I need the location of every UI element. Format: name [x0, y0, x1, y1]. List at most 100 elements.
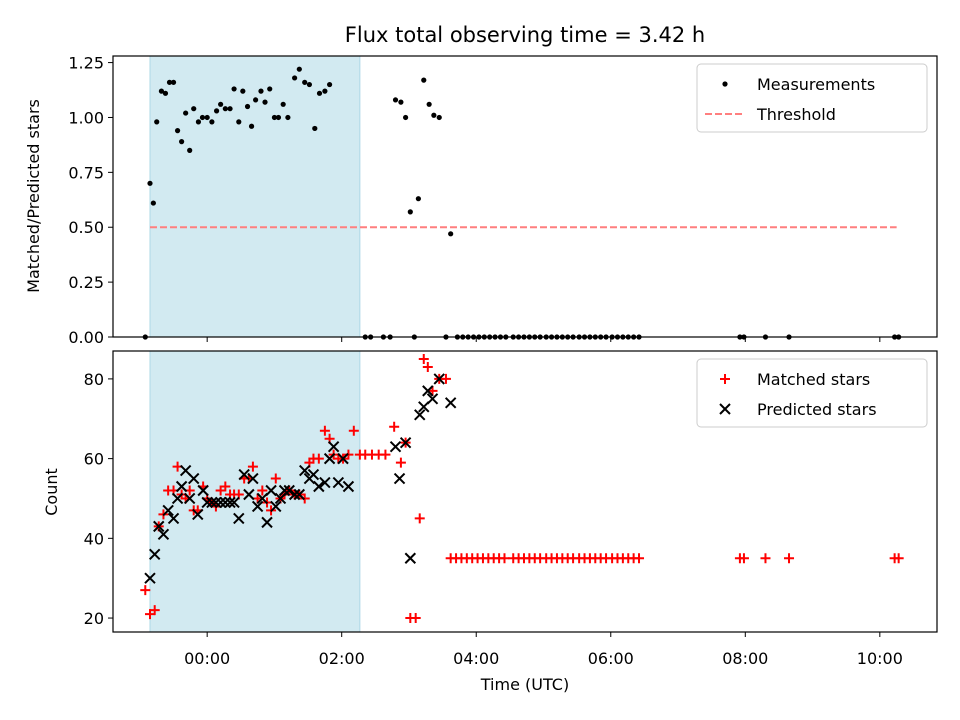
predicted-stars-point [144, 572, 156, 584]
matched-stars-point [440, 373, 451, 384]
bottom-y-axis-label: Count [42, 468, 61, 516]
predicted-stars-point [192, 508, 204, 521]
legend-marker-dot [722, 81, 728, 87]
predicted-stars-point [399, 436, 412, 449]
y-tick-label: 1.00 [68, 108, 104, 127]
x-tick-label: 08:00 [722, 649, 768, 668]
legend-marker-x [719, 403, 731, 415]
x-tick-label: 04:00 [453, 649, 499, 668]
measurements-point [326, 81, 333, 88]
measurements-point [248, 123, 255, 129]
measurements-point [209, 119, 215, 125]
matched-stars-point [270, 473, 281, 484]
measurements-point [150, 200, 156, 206]
legend-label: Predicted stars [757, 400, 877, 419]
predicted-stars-point [238, 468, 250, 481]
matched-stars-point [422, 361, 433, 372]
x-axis-label: Time (UTC) [480, 675, 569, 694]
matched-stars-point [149, 605, 160, 616]
legend: Measurements Threshold [696, 63, 928, 133]
axes-frame [112, 55, 938, 338]
predicted-stars-point [201, 496, 213, 509]
measurements-point [275, 114, 282, 121]
predicted-stars-point [444, 397, 457, 409]
predicted-stars-point [210, 496, 222, 509]
measurements-point [244, 103, 251, 110]
x-tick-label: 00:00 [184, 649, 230, 668]
predicted-stars-point [393, 472, 406, 485]
legend-label: Threshold [756, 105, 836, 124]
predicted-stars-point [265, 484, 277, 497]
measurements-point [421, 77, 427, 83]
predicted-stars-point [433, 373, 445, 385]
axes-frame [112, 350, 938, 633]
predicted-stars-point [278, 484, 291, 497]
measurements-point [231, 86, 237, 92]
matched-stars-point [319, 425, 330, 436]
legend-box [696, 358, 928, 428]
measurements-point [170, 79, 177, 85]
predicted-stars-point [251, 500, 264, 513]
predicted-stars-point [219, 496, 232, 509]
measurements-point [403, 114, 409, 121]
matched-stars-point [499, 553, 510, 564]
top-chart-title: Flux total observing time = 3.42 h [345, 23, 705, 47]
predicted-stars-point [206, 496, 218, 509]
y-tick-label: 0.25 [68, 273, 104, 292]
measurements-point [253, 97, 259, 103]
measurements-point [147, 180, 153, 186]
y-tick-label: 0.00 [68, 328, 104, 347]
predicted-stars-point [404, 552, 417, 564]
x-tick-label: 06:00 [588, 649, 634, 668]
predicted-stars-point [214, 496, 227, 509]
measurements-point [436, 114, 442, 121]
predicted-stars-point [342, 480, 355, 493]
matched-stars-point [140, 585, 151, 596]
predicted-stars-point [270, 500, 282, 513]
matched-stars-point [738, 553, 749, 564]
x-tick-label: 02:00 [319, 649, 365, 668]
top-y-axis-label: Matched/Predicted stars [24, 99, 43, 293]
predicted-stars-point [228, 496, 240, 509]
predicted-stars-point [418, 401, 430, 413]
predicted-stars-point [332, 476, 345, 489]
measurements-point [195, 119, 202, 125]
matched-stars-point [395, 457, 406, 468]
measurements-point [306, 81, 313, 88]
predicted-stars-point [157, 528, 170, 541]
top-plot: 0.00 0.25 0.50 0.75 1.00 1.25 Measurements Thre… [68, 54, 938, 347]
predicted-stars-point [261, 516, 273, 529]
predicted-stars-point [171, 492, 184, 505]
y-tick-label: 0.75 [68, 163, 104, 182]
measurements-point [162, 90, 169, 96]
measurements-point [240, 88, 246, 94]
measurements-point [166, 79, 173, 85]
y-tick-label: 1.25 [68, 54, 104, 73]
measurements-point [271, 114, 278, 121]
matched-stars-point [893, 553, 904, 564]
measurements-point [191, 106, 197, 112]
predicted-stars-point [233, 512, 245, 525]
predicted-stars-point [293, 488, 306, 501]
measurements-point [199, 114, 206, 121]
predicted-stars-point [148, 548, 161, 560]
predicted-stars-point [298, 464, 311, 477]
predicted-stars-point [389, 440, 402, 453]
measurements-point [213, 108, 220, 114]
predicted-stars-point [426, 393, 439, 405]
measurements-point [407, 209, 413, 215]
matched-stars-point [418, 353, 429, 364]
predicted-stars-point [414, 409, 426, 421]
y-tick-label: 40 [84, 529, 104, 548]
measurements-point [222, 106, 228, 112]
matched-stars-point [634, 553, 645, 564]
matched-stars-point [414, 513, 425, 524]
measurements-point [154, 119, 160, 125]
measurements-point [426, 101, 432, 107]
predicted-stars-point [319, 476, 331, 489]
x-tick-label: 10:00 [857, 649, 903, 668]
measurements-point [322, 88, 328, 94]
y-tick-label: 0.50 [68, 218, 104, 237]
legend-marker-plus [720, 374, 730, 384]
predicted-stars-point [337, 452, 349, 465]
